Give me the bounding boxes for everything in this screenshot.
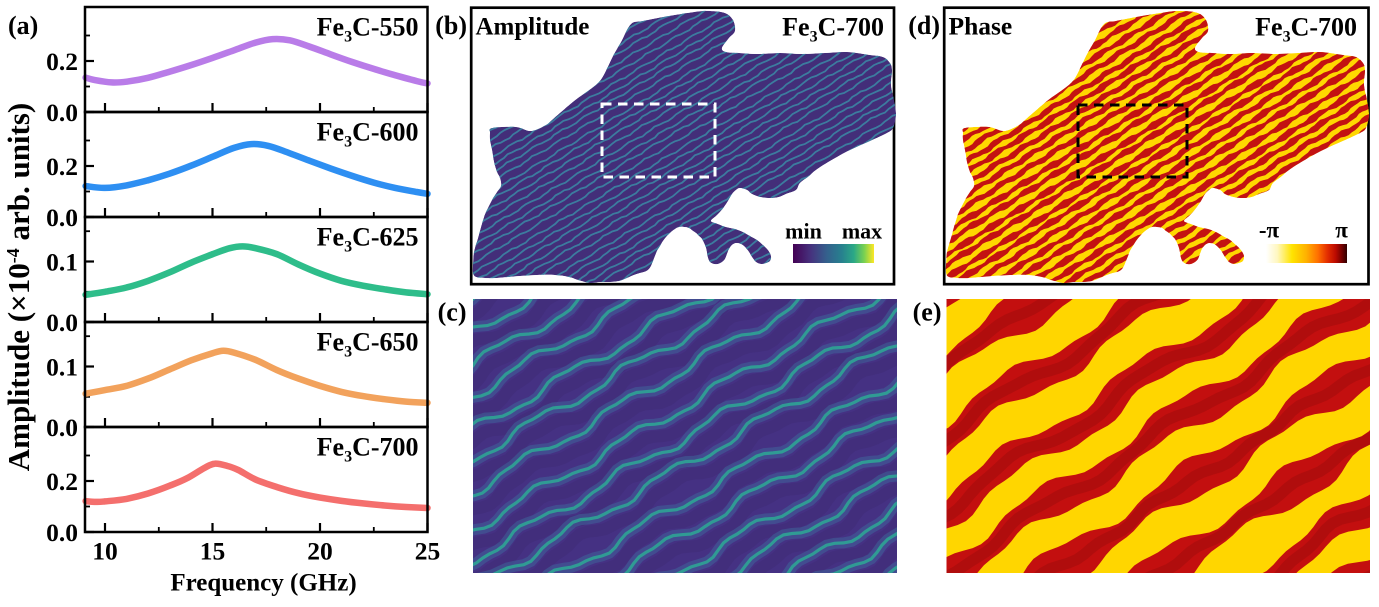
svg-text:π: π (1335, 218, 1348, 243)
svg-text:20: 20 (307, 537, 333, 566)
svg-text:0.0: 0.0 (46, 203, 78, 232)
svg-text:Amplitude: Amplitude (476, 14, 590, 41)
svg-text:max: max (842, 219, 882, 244)
svg-text:min: min (785, 219, 822, 244)
svg-text:0.2: 0.2 (46, 47, 78, 76)
svg-text:0.1: 0.1 (46, 248, 78, 277)
svg-text:Phase: Phase (949, 12, 1013, 41)
svg-text:0.0: 0.0 (46, 98, 78, 127)
svg-text:Fe3C-650: Fe3C-650 (317, 328, 419, 361)
svg-text:(c): (c) (438, 298, 467, 327)
svg-text:25: 25 (415, 537, 441, 566)
svg-text:Fe3C-600: Fe3C-600 (317, 118, 419, 151)
svg-text:Amplitude (×10-4 arb. units): Amplitude (×10-4 arb. units) (1, 103, 36, 472)
svg-text:0.0: 0.0 (46, 518, 78, 547)
svg-text:(e): (e) (913, 298, 942, 327)
svg-text:Fe3C-700: Fe3C-700 (782, 13, 884, 46)
svg-text:Fe3C-700: Fe3C-700 (317, 433, 419, 466)
svg-text:(b): (b) (435, 11, 467, 40)
svg-text:0.0: 0.0 (46, 308, 78, 337)
svg-text:10: 10 (92, 537, 118, 566)
svg-text:-π: -π (1259, 218, 1280, 243)
svg-text:0.0: 0.0 (46, 413, 78, 442)
svg-text:Frequency (GHz): Frequency (GHz) (170, 570, 356, 597)
svg-text:0.2: 0.2 (46, 152, 78, 181)
svg-text:(a): (a) (8, 11, 38, 40)
svg-text:0.2: 0.2 (46, 467, 78, 496)
svg-text:Fe3C-550: Fe3C-550 (317, 13, 419, 46)
svg-text:(d): (d) (908, 11, 940, 40)
svg-text:Fe3C-625: Fe3C-625 (317, 223, 419, 256)
svg-text:Fe3C-700: Fe3C-700 (1255, 13, 1357, 46)
svg-text:0.1: 0.1 (46, 353, 78, 382)
svg-text:15: 15 (200, 537, 226, 566)
